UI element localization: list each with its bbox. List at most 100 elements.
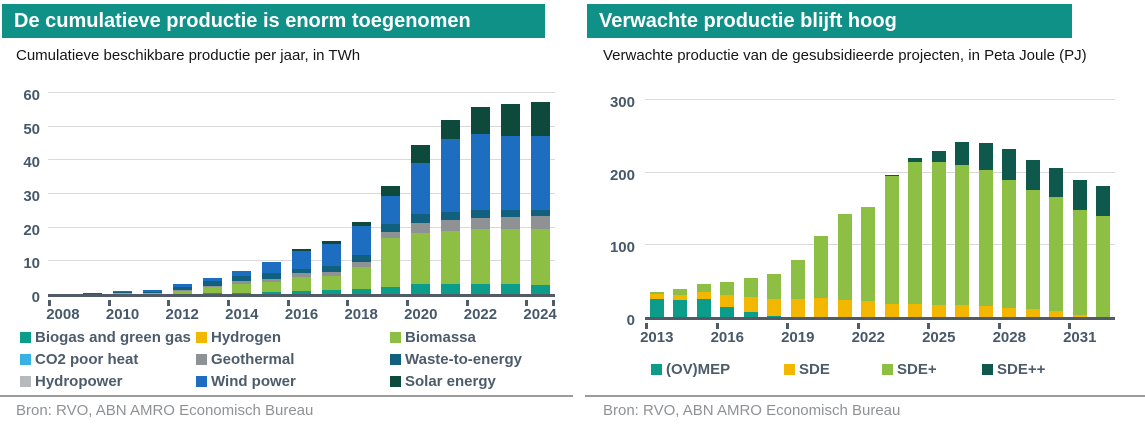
bar-2018	[351, 222, 371, 294]
segment-geothermal	[321, 271, 341, 276]
left-chart-source: Bron: RVO, ABN AMRO Economisch Bureau	[16, 402, 314, 419]
segment-sde++	[884, 174, 899, 177]
left-chart-title-bar: De cumulatieve productie is enorm toegen…	[2, 4, 545, 38]
segment-geothermal	[262, 278, 282, 282]
segment-waste-to-energy	[262, 272, 282, 279]
legend-label: Hydrogen	[211, 329, 282, 346]
bar-2021	[441, 120, 461, 294]
segment-solar-energy	[500, 103, 520, 136]
legend-item-geothermal: Geothermal	[196, 351, 294, 369]
segment-sde	[1072, 314, 1087, 317]
segment-solar-energy	[441, 120, 461, 140]
right-chart-source: Bron: RVO, ABN AMRO Economisch Bureau	[603, 402, 901, 419]
segment-sde+	[861, 207, 876, 302]
x-axis-label-2016: 2016	[284, 306, 319, 323]
segment-wind-power	[500, 135, 520, 210]
x-axis-tick	[226, 300, 230, 306]
segment-geothermal	[500, 216, 520, 230]
x-axis-tick	[856, 323, 860, 329]
legend-swatch	[651, 364, 662, 375]
segment-sde	[978, 306, 993, 317]
right-chart-plot-area	[645, 99, 1115, 320]
segment--ov-mep	[696, 298, 711, 317]
segment-sde+	[837, 213, 852, 301]
x-axis-tick	[786, 323, 789, 329]
legend-item-wind-power: Wind power	[196, 373, 296, 391]
bar-2011	[142, 289, 162, 294]
segment-wind-power	[321, 243, 341, 266]
x-axis-tick	[645, 323, 648, 329]
legend-item-co2-poor-heat: CO2 poor heat	[20, 351, 138, 369]
bar-2012	[172, 284, 192, 294]
segment-waste-to-energy	[142, 291, 162, 293]
segment-biogas-and-green-gas	[441, 283, 461, 294]
legend-label: Biogas and green gas	[35, 329, 191, 346]
bar-2013	[649, 291, 664, 317]
legend-item-sde++: SDE++	[982, 361, 1045, 379]
y-axis-label-100: 100	[609, 239, 635, 257]
bar-2029	[1025, 160, 1040, 317]
x-axis-label-2019: 2019	[781, 329, 815, 346]
legend-label: Wind power	[211, 373, 296, 390]
segment--ov-mep	[673, 299, 688, 317]
segment-sde	[1049, 311, 1064, 317]
legend-swatch	[20, 332, 31, 343]
segment-wind-power	[232, 270, 252, 276]
segment-sde++	[1049, 168, 1064, 198]
segment-sde+	[696, 284, 711, 292]
legend-item-waste-to-energy: Waste-to-energy	[390, 351, 522, 369]
bar-2030	[1049, 168, 1064, 317]
segment-geothermal	[172, 289, 192, 291]
segment-waste-to-energy	[441, 211, 461, 220]
right-chart-title-bar: Verwachte productie blijft hoog	[587, 4, 1072, 38]
segment-geothermal	[530, 216, 550, 230]
segment-sde+	[1025, 189, 1040, 310]
segment-geothermal	[202, 285, 222, 287]
segment-waste-to-energy	[292, 269, 311, 274]
segment-biogas-and-green-gas	[381, 286, 401, 294]
segment-wind-power	[530, 135, 550, 210]
legend-label: Waste-to-energy	[405, 351, 522, 368]
gridline-30	[48, 193, 555, 194]
bar-2014	[232, 270, 252, 294]
legend-item-sde+: SDE+	[882, 361, 937, 379]
segment-sde++	[978, 142, 993, 171]
y-axis-label-10: 10	[23, 255, 40, 273]
segment-sde+	[720, 282, 735, 296]
segment-waste-to-energy	[411, 213, 431, 223]
segment-waste-to-energy	[351, 254, 371, 262]
bar-2016	[720, 282, 735, 317]
x-axis-label-2024: 2024	[523, 306, 557, 323]
segment-biomassa	[470, 229, 490, 284]
left-panel: De cumulatieve productie is enorm toegen…	[0, 4, 573, 419]
segment-sde	[673, 295, 688, 300]
left-chart-subtitle: Cumulatieve beschikbare productie per ja…	[16, 47, 361, 64]
x-axis-tick	[465, 300, 469, 306]
gridline-60	[48, 92, 555, 93]
y-axis-label-30: 30	[23, 188, 40, 205]
segment-biogas-and-green-gas	[351, 289, 371, 294]
bar-2028	[1002, 149, 1017, 317]
segment-waste-to-energy	[321, 265, 341, 272]
segment-biomassa	[232, 283, 252, 293]
segment-sde+	[884, 176, 899, 304]
x-axis-label-2012: 2012	[165, 306, 199, 323]
bar-2026	[955, 141, 970, 317]
right-chart-title: Verwachte productie blijft hoog	[599, 10, 897, 32]
segment-waste-to-energy	[232, 275, 252, 282]
legend-label: (OV)MEP	[666, 361, 731, 378]
right-panel-divider	[585, 395, 1145, 397]
legend-swatch	[390, 354, 401, 365]
segment-sde+	[955, 165, 970, 306]
segment-biomassa	[262, 281, 282, 292]
y-axis-label-60: 60	[23, 87, 40, 104]
segment-waste-to-energy	[530, 209, 550, 217]
segment-wind-power	[292, 251, 311, 270]
x-axis-label-2028: 2028	[992, 329, 1026, 346]
segment-biogas-and-green-gas	[262, 291, 282, 294]
segment--ov-mep	[720, 306, 735, 317]
segment-biogas-and-green-gas	[292, 290, 311, 294]
segment-sde++	[1072, 180, 1087, 211]
segment-biomassa	[441, 230, 461, 284]
segment-sde+	[1096, 216, 1111, 317]
